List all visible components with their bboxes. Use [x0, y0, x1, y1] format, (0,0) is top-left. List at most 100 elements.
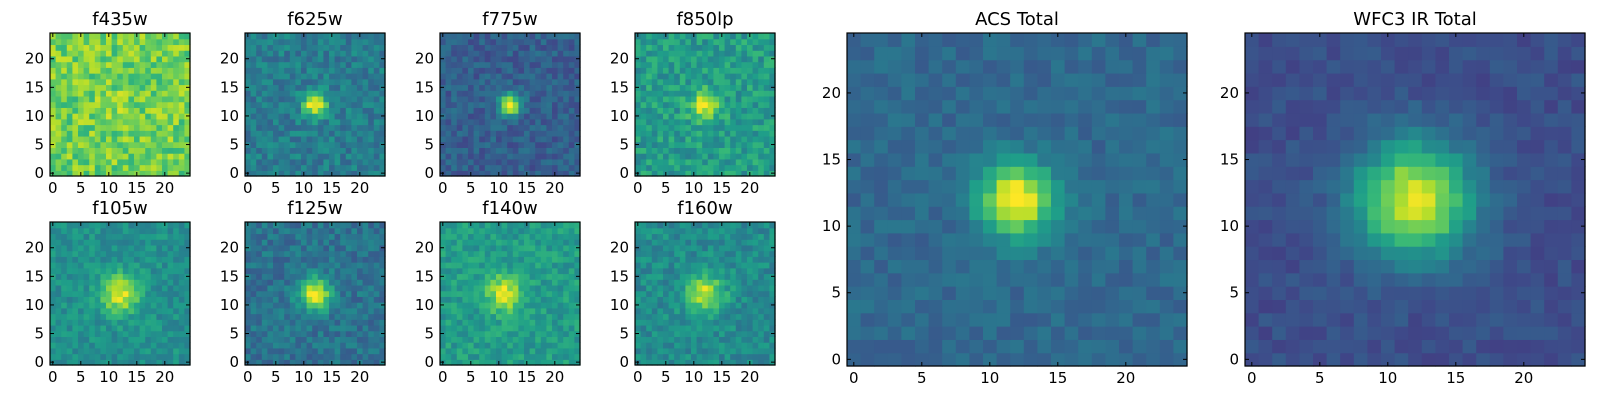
- pixel-cell: [162, 96, 168, 102]
- pixel-cell: [530, 44, 536, 50]
- pixel-cell: [513, 245, 519, 251]
- pixel-cell: [363, 62, 369, 68]
- pixel-cell: [446, 314, 452, 320]
- pixel-cell: [485, 119, 491, 125]
- pixel-cell: [128, 285, 134, 291]
- pixel-cell: [140, 62, 146, 68]
- pixel-cell: [702, 44, 708, 50]
- pixel-cell: [134, 251, 140, 257]
- pixel-cell: [451, 113, 457, 119]
- pixel-cell: [708, 107, 714, 113]
- pixel-cell: [541, 147, 547, 153]
- pixel-cell: [685, 342, 691, 348]
- pixel-cell: [713, 308, 719, 314]
- pixel-cell: [708, 39, 714, 45]
- pixel-cell: [708, 291, 714, 297]
- pixel-cell: [318, 136, 324, 142]
- pixel-cell: [635, 90, 641, 96]
- pixel-cell: [518, 342, 524, 348]
- pixel-cell: [479, 296, 485, 302]
- pixel-cell: [490, 102, 496, 108]
- pixel-cell: [440, 279, 446, 285]
- pixel-cell: [290, 342, 296, 348]
- pixel-cell: [156, 147, 162, 153]
- pixel-cell: [468, 56, 474, 62]
- pixel-cell: [713, 113, 719, 119]
- pixel-cell: [546, 256, 552, 262]
- pixel-cell: [479, 130, 485, 136]
- pixel-cell: [251, 273, 257, 279]
- pixel-cell: [318, 107, 324, 113]
- pixel-cell: [457, 96, 463, 102]
- pixel-cell: [273, 130, 279, 136]
- pixel-cell: [100, 279, 106, 285]
- pixel-cell: [474, 342, 480, 348]
- pixel-cell: [301, 314, 307, 320]
- pixel-cell: [78, 39, 84, 45]
- pixel-cell: [106, 268, 112, 274]
- pixel-cell: [329, 130, 335, 136]
- pixel-cell: [295, 314, 301, 320]
- pixel-cell: [279, 319, 285, 325]
- pixel-cell: [485, 331, 491, 337]
- pixel-cell: [451, 96, 457, 102]
- pixel-cell: [685, 336, 691, 342]
- pixel-cell: [151, 102, 157, 108]
- pixel-cell: [295, 44, 301, 50]
- pixel-cell: [318, 67, 324, 73]
- pixel-cell: [541, 107, 547, 113]
- pixel-cell: [56, 119, 62, 125]
- pixel-cell: [262, 96, 268, 102]
- pixel-cell: [106, 354, 112, 360]
- pixel-cell: [251, 142, 257, 148]
- pixel-cell: [758, 50, 764, 56]
- pixel-cell: [524, 256, 530, 262]
- pixel-cell: [357, 96, 363, 102]
- pixel-cell: [697, 113, 703, 119]
- pixel-cell: [490, 262, 496, 268]
- pixel-cell: [446, 84, 452, 90]
- pixel-cell: [340, 262, 346, 268]
- pixel-cell: [641, 165, 647, 171]
- pixel-cell: [72, 142, 78, 148]
- pixel-cell: [490, 319, 496, 325]
- pixel-cell: [697, 325, 703, 331]
- pixel-cell: [78, 96, 84, 102]
- pixel-cell: [84, 136, 90, 142]
- pixel-cell: [674, 285, 680, 291]
- pixel-cell: [323, 153, 329, 159]
- pixel-cell: [112, 142, 118, 148]
- pixel-cell: [140, 153, 146, 159]
- pixel-cell: [290, 348, 296, 354]
- pixel-cell: [89, 331, 95, 337]
- pixel-cell: [284, 62, 290, 68]
- pixel-cell: [340, 56, 346, 62]
- pixel-cell: [95, 84, 101, 90]
- pixel-cell: [140, 113, 146, 119]
- pixel-cell: [312, 39, 318, 45]
- pixel-cell: [156, 107, 162, 113]
- pixel-cell: [736, 296, 742, 302]
- pixel-cell: [72, 50, 78, 56]
- pixel-cell: [128, 233, 134, 239]
- pixel-cell: [518, 262, 524, 268]
- pixel-cell: [563, 245, 569, 251]
- pixel-cell: [168, 90, 174, 96]
- pixel-cell: [468, 102, 474, 108]
- pixel-cell: [646, 336, 652, 342]
- pixel-cell: [741, 136, 747, 142]
- pixel-cell: [318, 239, 324, 245]
- pixel-cell: [524, 50, 530, 56]
- pixel-cell: [318, 73, 324, 79]
- pixel-cell: [758, 314, 764, 320]
- pixel-cell: [89, 291, 95, 297]
- pixel-cell: [363, 50, 369, 56]
- pixel-cell: [89, 142, 95, 148]
- pixel-cell: [663, 90, 669, 96]
- pixel-cell: [524, 285, 530, 291]
- pixel-cell: [323, 73, 329, 79]
- pixel-cell: [117, 245, 123, 251]
- pixel-cell: [507, 342, 513, 348]
- pixel-cell: [123, 113, 129, 119]
- pixel-cell: [72, 325, 78, 331]
